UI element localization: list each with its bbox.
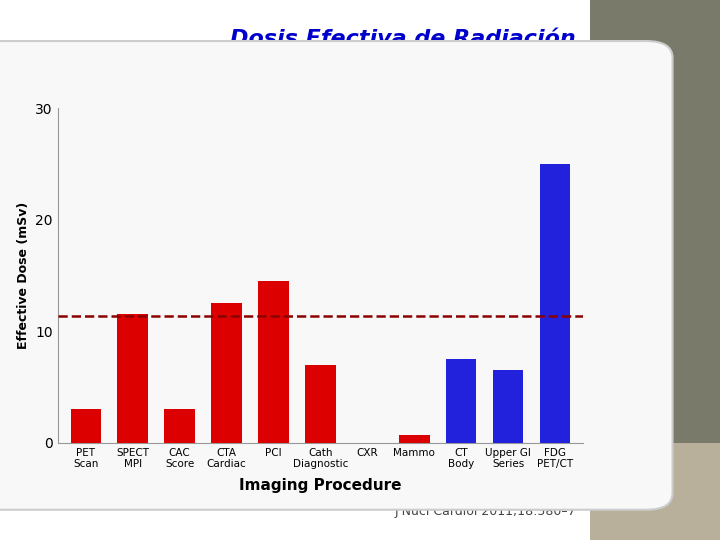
Text: Actual: Actual [497, 77, 576, 97]
Bar [399, 435, 430, 443]
FancyBboxPatch shape [590, 0, 720, 540]
FancyBboxPatch shape [0, 41, 672, 510]
Bar [211, 303, 242, 443]
FancyBboxPatch shape [590, 443, 720, 540]
X-axis label: Imaging Procedure: Imaging Procedure [239, 477, 402, 492]
Text: J Nucl Cardiol 2011;18:580–7: J Nucl Cardiol 2011;18:580–7 [395, 505, 576, 518]
Bar [117, 314, 148, 443]
Bar [446, 359, 477, 443]
Bar [493, 370, 523, 443]
Text: Dosis Efectiva de Radiación: Dosis Efectiva de Radiación [230, 29, 576, 49]
Bar [305, 364, 336, 443]
Bar [71, 409, 101, 443]
Bar [258, 281, 289, 443]
Bar [540, 164, 570, 443]
Y-axis label: Effective Dose (mSv): Effective Dose (mSv) [17, 202, 30, 349]
Bar [164, 409, 195, 443]
Text: 11.4 mSv: 11.4 mSv [594, 287, 667, 301]
